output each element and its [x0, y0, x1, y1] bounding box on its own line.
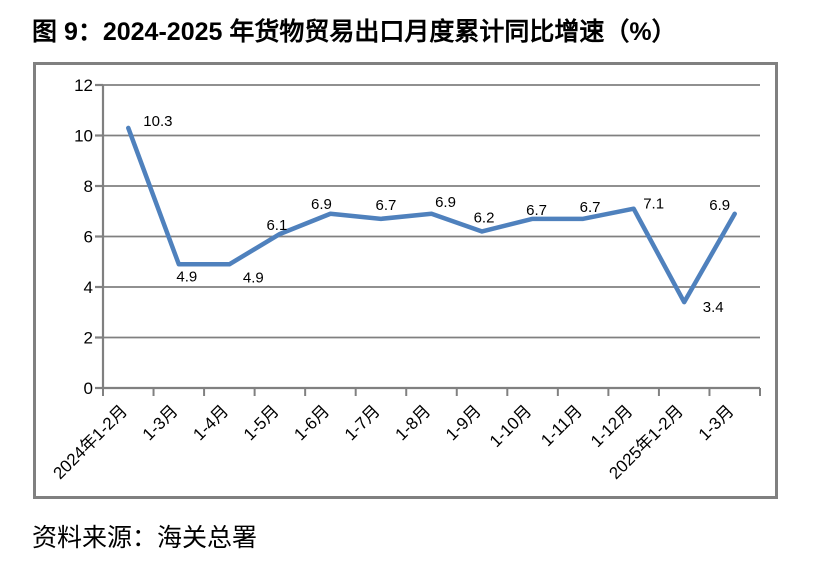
- y-tick-label: 10: [74, 127, 93, 146]
- x-tick-label: 1-11月: [537, 401, 586, 450]
- data-label: 7.1: [643, 196, 664, 213]
- data-line: [126, 125, 737, 305]
- data-label: 6.9: [311, 196, 332, 213]
- x-tick-label: 1-4月: [189, 401, 232, 444]
- chart-frame: 0 2 4 6 8 10 12 2024年1-2月 1-3月 1-4月 1-5月 1-6月 1-7月 1-…: [33, 62, 778, 499]
- x-tick-label: 2024年1-2月: [50, 401, 132, 483]
- data-label: 6.9: [435, 194, 456, 211]
- x-tick-label: 1-12月: [587, 401, 637, 451]
- y-tick-label: 6: [84, 228, 93, 247]
- source-note: 资料来源：海关总署: [32, 524, 258, 552]
- figure-title: 图 9：2024-2025 年货物贸易出口月度累计同比增速（%）: [32, 18, 677, 46]
- x-tick-label: 1-3月: [695, 401, 738, 444]
- y-tick-label: 8: [84, 177, 93, 196]
- x-tick-label: 1-6月: [290, 401, 333, 444]
- data-label: 6.1: [266, 217, 287, 234]
- data-label: 6.9: [709, 197, 730, 214]
- x-tick-label: 1-8月: [391, 401, 434, 444]
- data-label: 6.2: [474, 209, 495, 226]
- data-label: 6.7: [580, 199, 601, 216]
- x-tick-label: 1-9月: [442, 401, 485, 444]
- y-tick-label: 0: [84, 379, 93, 398]
- x-tick-label: 1-10月: [486, 401, 536, 451]
- data-label: 6.7: [376, 197, 397, 214]
- y-tick-label: 2: [84, 329, 93, 348]
- data-label: 4.9: [243, 269, 264, 286]
- x-tick-label: 1-5月: [240, 401, 283, 444]
- x-tick-label: 1-3月: [139, 401, 182, 444]
- x-tick-label: 1-7月: [341, 401, 384, 444]
- data-label: 6.7: [526, 202, 547, 219]
- chart-border: [33, 62, 778, 499]
- data-label: 10.3: [143, 113, 172, 130]
- data-label: 4.9: [176, 268, 197, 285]
- y-tick-label: 12: [74, 76, 93, 95]
- y-tick-label: 4: [84, 278, 93, 297]
- data-label: 3.4: [703, 299, 724, 316]
